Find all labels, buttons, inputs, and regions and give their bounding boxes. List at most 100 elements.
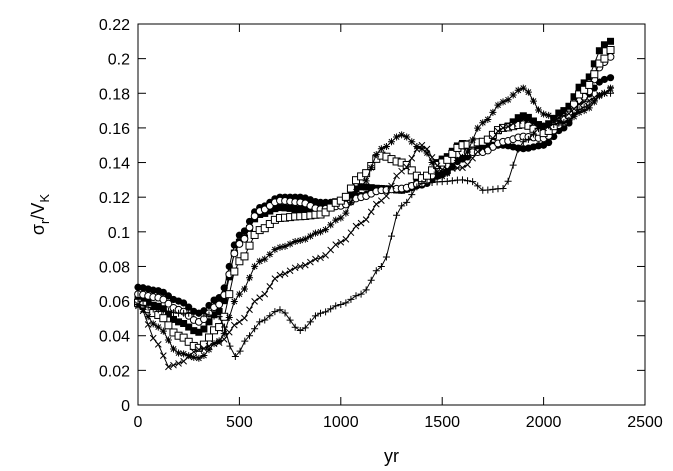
series-6-point xyxy=(595,91,603,99)
series-1-point xyxy=(565,102,573,110)
series-4-point xyxy=(301,235,309,243)
series-6-point xyxy=(575,106,583,114)
series-1-point xyxy=(149,301,157,309)
series-4-point xyxy=(529,97,537,105)
series-2-point xyxy=(245,223,254,232)
series-1-point xyxy=(144,299,152,307)
series-2-point xyxy=(240,234,249,243)
series-1-point xyxy=(570,93,578,101)
series-5-point xyxy=(484,142,492,149)
y-tick-label-7: 0.14 xyxy=(99,156,130,173)
series-4-point xyxy=(494,101,502,109)
series-6-point xyxy=(342,299,350,307)
series-5-point xyxy=(301,261,309,269)
series-5-point xyxy=(220,336,228,343)
series-4-point xyxy=(504,96,512,104)
series-6-point xyxy=(256,318,264,326)
series-5-point xyxy=(383,192,390,200)
series-6-point xyxy=(408,191,416,199)
y-tick-label-8: 0.16 xyxy=(99,121,130,138)
series-5-point xyxy=(418,141,426,149)
series-4-point xyxy=(550,114,558,122)
series-3-point xyxy=(179,333,188,342)
series-6-point xyxy=(529,130,537,138)
series-6-point xyxy=(362,286,370,294)
series-4-point xyxy=(499,98,507,106)
series-4-point xyxy=(256,257,264,265)
series-0-point xyxy=(600,75,609,84)
series-4-point xyxy=(474,124,482,132)
series-5-point xyxy=(499,124,507,132)
series-1-point xyxy=(200,325,208,333)
series-5-point xyxy=(332,241,340,248)
series-5-point xyxy=(296,263,304,270)
series-1-point xyxy=(301,205,309,213)
series-6-point xyxy=(590,96,598,104)
series-5-point xyxy=(509,120,517,127)
series-4-point xyxy=(545,111,553,119)
series-1-point xyxy=(175,318,183,326)
series-6-point xyxy=(504,177,512,185)
series-6-point xyxy=(251,325,259,333)
series-6-point xyxy=(306,318,314,326)
series-1-point xyxy=(286,204,294,212)
series-4-point xyxy=(388,138,395,146)
series-6-point xyxy=(464,177,472,185)
series-5-point xyxy=(580,98,588,106)
series-1-point xyxy=(261,209,269,217)
series-5-point xyxy=(489,134,497,142)
series-4-point xyxy=(286,240,294,248)
series-2-point xyxy=(215,300,224,309)
series-4-point xyxy=(377,145,385,153)
series-1-point xyxy=(215,307,223,315)
series-5-point xyxy=(469,154,476,162)
series-6-point xyxy=(215,313,223,321)
series-3-point xyxy=(448,149,457,158)
series-0-point xyxy=(180,299,188,307)
series-6-point xyxy=(388,232,395,240)
series-5-point xyxy=(504,123,512,130)
series-6-point xyxy=(266,312,274,320)
series-1-point xyxy=(220,297,228,305)
series-1-point xyxy=(205,318,213,326)
series-4-point xyxy=(271,246,279,254)
series-6-point xyxy=(474,182,482,190)
series-5-point xyxy=(388,182,395,190)
series-3-point xyxy=(250,230,259,239)
series-6-point xyxy=(205,311,213,319)
series-1-point xyxy=(529,117,537,125)
series-5-point xyxy=(165,363,172,371)
series-6-point xyxy=(231,353,239,361)
x-tick-label-3: 1500 xyxy=(424,414,460,431)
series-4-point xyxy=(220,330,228,338)
series-4-point xyxy=(139,306,147,314)
series-4-point xyxy=(154,323,162,331)
series-4-point xyxy=(423,149,431,157)
series-5-point xyxy=(479,145,487,153)
y-tick-label-2: 0.04 xyxy=(99,329,130,346)
series-3-point xyxy=(402,160,411,169)
series-6-point xyxy=(301,324,309,332)
series-4-point xyxy=(535,106,543,114)
series-4-point xyxy=(413,143,421,151)
series-1-point xyxy=(535,121,543,129)
series-4-point xyxy=(357,183,365,191)
y-axis-label-sub1: r xyxy=(37,219,52,224)
series-6-point xyxy=(352,292,360,300)
series-6-point xyxy=(159,306,167,314)
series-3-point xyxy=(595,59,604,68)
series-6-point xyxy=(377,262,385,270)
series-5-point xyxy=(367,208,375,216)
series-4-point xyxy=(408,138,416,146)
series-1-point xyxy=(296,205,304,213)
series-6-point xyxy=(139,301,147,309)
series-4-point xyxy=(175,349,183,357)
series-5-point xyxy=(251,298,258,305)
x-tick-label-0: 0 xyxy=(134,414,143,431)
series-6-point xyxy=(413,183,421,191)
series-6-point xyxy=(524,135,532,143)
series-1 xyxy=(134,37,615,336)
series-3-point xyxy=(422,171,431,180)
series-4-point xyxy=(372,151,380,159)
